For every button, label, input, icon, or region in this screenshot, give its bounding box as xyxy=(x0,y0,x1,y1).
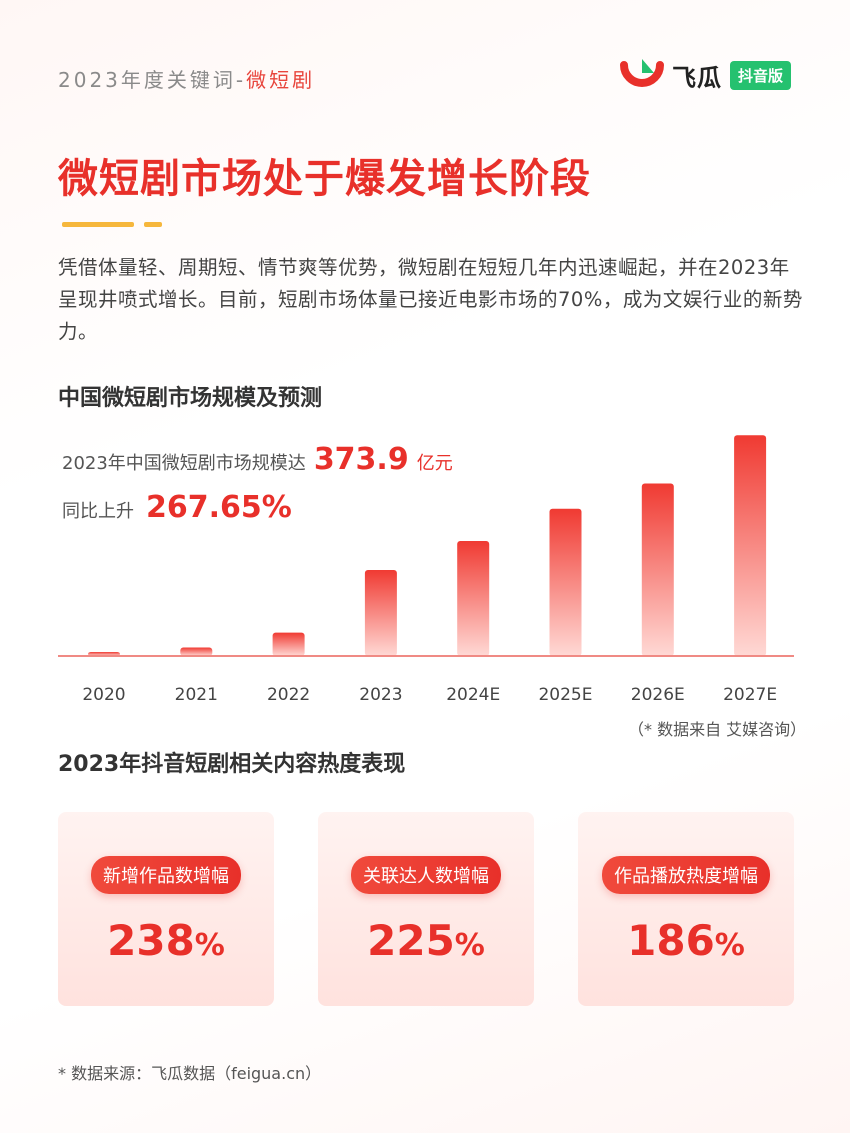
intro-paragraph: 凭借体量轻、周期短、情节爽等优势，微短剧在短短几年内迅速崛起，并在2023年呈现… xyxy=(58,256,803,343)
x-tick-label: 2024E xyxy=(446,685,500,705)
stat-label: 关联达人数增幅 xyxy=(351,856,501,894)
bar-2024E xyxy=(457,541,490,656)
x-tick-label: 2026E xyxy=(631,685,685,705)
bar-2027E xyxy=(734,435,767,656)
chart-section-title: 中国微短剧市场规模及预测 xyxy=(58,386,323,411)
x-tick-label: 2020 xyxy=(82,685,125,705)
x-tick-label: 2025E xyxy=(538,685,592,705)
market-size-highlight: 2023年中国微短剧市场规模达 373.9 亿元 xyxy=(62,442,453,477)
logo-text: 飞瓜 xyxy=(672,63,722,92)
stat-value: 186% xyxy=(627,916,745,965)
tag-prefix: 2023年度关键词- xyxy=(58,68,247,92)
top-keyword-tag: 2023年度关键词-微短剧 xyxy=(58,64,315,93)
highlight-prefix: 2023年中国微短剧市场规模达 xyxy=(62,453,306,474)
logo-badge: 抖音版 xyxy=(730,60,792,90)
stat-value: 238% xyxy=(107,916,225,965)
stat-card-play-heat: 作品播放热度增幅 186% xyxy=(578,812,794,1006)
bar-2022 xyxy=(272,632,305,656)
x-tick-label: 2022 xyxy=(267,685,310,705)
stat-card-creators: 关联达人数增幅 225% xyxy=(318,812,534,1006)
bar-2021 xyxy=(180,647,213,656)
stat-card-new-works: 新增作品数增幅 238% xyxy=(58,812,274,1006)
stat-label: 新增作品数增幅 xyxy=(91,856,241,894)
stat-label: 作品播放热度增幅 xyxy=(602,856,770,894)
highlight-value: 373.9 xyxy=(313,442,409,477)
feigua-logo-icon xyxy=(620,59,664,87)
highlight-unit: 亿元 xyxy=(416,453,453,474)
tag-accent: 微短剧 xyxy=(246,68,316,92)
growth-value: 267.65% xyxy=(146,490,292,525)
bar-2025E xyxy=(549,508,582,656)
page-title: 微短剧市场处于爆发增长阶段 xyxy=(58,156,591,202)
growth-prefix: 同比上升 xyxy=(62,501,134,522)
chart-source-note: （* 数据来自 艾媒咨询） xyxy=(628,720,807,739)
feigua-logo: 飞瓜 抖音版 xyxy=(618,55,792,95)
bar-2023 xyxy=(364,570,397,656)
market-size-bar-chart: 2020 2021 2022 2023 2024E 2025E 2026E 2027E xyxy=(58,435,794,705)
footer-source: * 数据来源：飞瓜数据（feigua.cn） xyxy=(58,1064,322,1083)
x-tick-label: 2023 xyxy=(359,685,402,705)
yoy-growth-highlight: 同比上升 267.65% xyxy=(62,490,292,525)
stat-value: 225% xyxy=(367,916,485,965)
x-tick-label: 2021 xyxy=(175,685,218,705)
bar-2026E xyxy=(641,483,674,656)
section2-title: 2023年抖音短剧相关内容热度表现 xyxy=(58,752,406,777)
x-tick-label: 2027E xyxy=(723,685,777,705)
